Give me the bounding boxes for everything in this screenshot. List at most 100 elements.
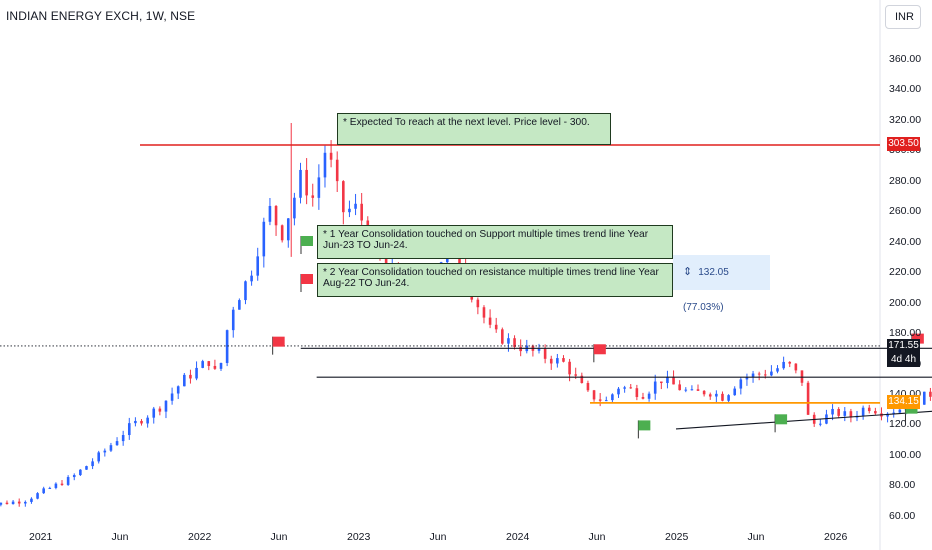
- candle: [146, 415, 149, 428]
- target-note[interactable]: * Expected To reach at the next level. P…: [337, 113, 611, 145]
- candle: [0, 502, 3, 507]
- price-tick: 200.00: [889, 296, 922, 309]
- candle: [219, 362, 223, 371]
- candle: [299, 162, 302, 204]
- candle: [745, 373, 749, 386]
- candle: [121, 430, 125, 446]
- candle: [562, 355, 565, 363]
- candle: [115, 437, 119, 446]
- candle: [501, 327, 504, 345]
- candle: [85, 465, 88, 470]
- candle: [513, 335, 516, 350]
- candle: [922, 391, 926, 405]
- candle: [837, 407, 840, 419]
- chart-title: INDIAN ENERGY EXCH, 1W, NSE: [6, 9, 196, 23]
- time-tick: Jun: [588, 531, 606, 543]
- candle: [24, 500, 27, 507]
- price-tick: 360.00: [889, 53, 922, 65]
- candle: [79, 469, 82, 476]
- candle: [708, 392, 712, 400]
- candle: [684, 387, 688, 393]
- candle: [598, 393, 602, 407]
- candle: [635, 384, 639, 401]
- candle: [929, 387, 932, 401]
- rising-support-line[interactable]: [675, 394, 932, 430]
- target-price-badge: 303.50: [887, 137, 920, 151]
- measure-label: 132.05 (77.03%): [683, 267, 729, 313]
- candle: [702, 390, 706, 397]
- candle: [238, 298, 241, 310]
- candle: [323, 145, 327, 188]
- candle: [666, 370, 669, 389]
- candle: [794, 363, 798, 374]
- time-tick: 2025: [665, 531, 689, 543]
- candle: [97, 450, 101, 464]
- time-tick: 2021: [29, 531, 53, 543]
- candle: [525, 339, 529, 354]
- candle: [342, 180, 345, 225]
- measure-box[interactable]: ⇕ 132.05 (77.03%): [673, 255, 770, 313]
- price-tick: 100.00: [889, 448, 922, 461]
- lines-group: [0, 144, 932, 430]
- candle: [158, 406, 162, 416]
- time-tick: 2026: [824, 531, 848, 543]
- note-flag-green[interactable]: [300, 236, 313, 254]
- currency-button[interactable]: INR: [885, 5, 921, 29]
- candle: [788, 361, 792, 368]
- support-flag[interactable]: [637, 420, 651, 439]
- candle: [556, 353, 559, 368]
- candle: [586, 380, 590, 392]
- candle: [800, 370, 804, 386]
- candle: [721, 391, 724, 402]
- price-tick: 240.00: [889, 235, 922, 248]
- price-tick: 220.00: [889, 266, 922, 279]
- candle: [617, 387, 620, 398]
- resistance-note[interactable]: * 2 Year Consolidation touched on resist…: [317, 263, 673, 297]
- candle: [476, 297, 480, 315]
- candle: [250, 270, 253, 286]
- candle: [201, 359, 204, 369]
- candle: [317, 164, 321, 210]
- candle: [152, 406, 156, 424]
- price-tick: 260.00: [889, 205, 922, 218]
- candle: [189, 369, 192, 384]
- candle: [176, 385, 180, 400]
- candle: [134, 417, 137, 427]
- candle: [739, 377, 743, 395]
- support-note[interactable]: * 1 Year Consolidation touched on Suppor…: [317, 225, 673, 259]
- price-tick: 60.00: [889, 509, 916, 522]
- candle: [213, 359, 217, 370]
- candle: [653, 374, 657, 400]
- resistance-flag[interactable]: [272, 336, 285, 355]
- candle: [770, 365, 773, 377]
- candle: [30, 497, 33, 504]
- candle: [109, 442, 113, 453]
- candle: [494, 317, 498, 333]
- support-flag[interactable]: [774, 414, 788, 433]
- resistance-flag[interactable]: [593, 344, 606, 363]
- time-tick: Jun: [111, 531, 129, 543]
- candle: [305, 158, 308, 205]
- candle: [360, 193, 363, 230]
- note-flag-red[interactable]: [300, 274, 313, 292]
- candle: [757, 371, 761, 381]
- candle: [140, 419, 143, 426]
- candle: [244, 280, 247, 305]
- time-tick: Jun: [270, 531, 288, 543]
- candle: [54, 482, 58, 490]
- candle: [782, 356, 785, 370]
- price-tick: 180.00: [889, 327, 922, 340]
- candle: [690, 385, 694, 391]
- candle: [715, 390, 718, 403]
- candle: [549, 355, 553, 370]
- candle: [776, 365, 779, 374]
- candle: [293, 192, 296, 226]
- candle: [880, 407, 883, 421]
- time-tick: 2024: [506, 531, 530, 543]
- candle: [274, 205, 278, 236]
- candle: [543, 344, 547, 364]
- candle: [164, 400, 168, 419]
- support-price-badge: 134.15: [887, 395, 920, 409]
- candle: [568, 358, 571, 382]
- candle: [66, 475, 70, 486]
